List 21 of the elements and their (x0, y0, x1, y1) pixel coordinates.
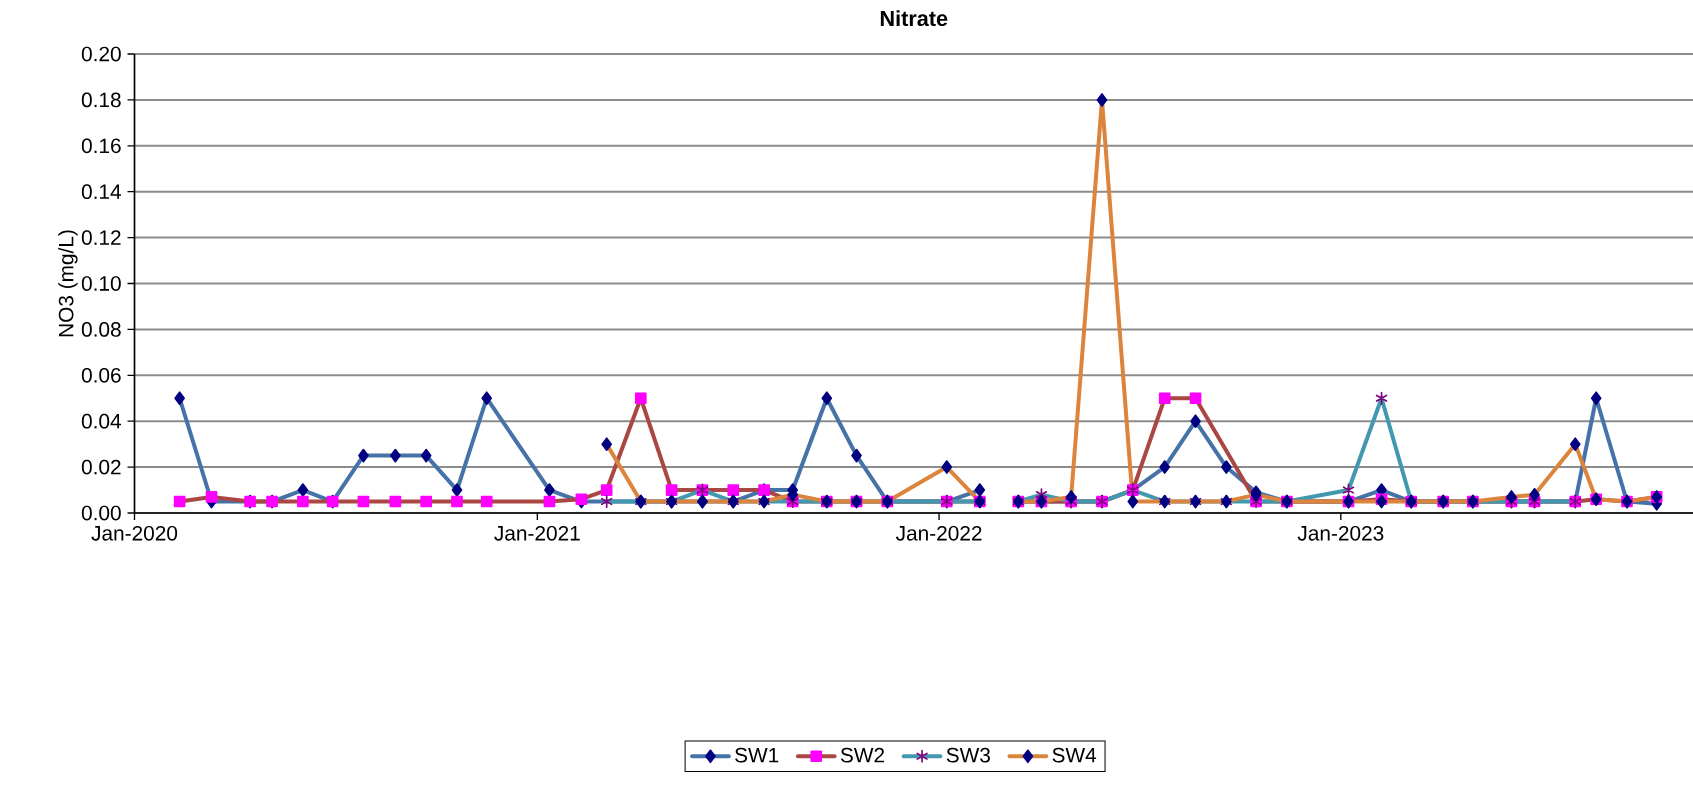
y-tick-label: 0.18 (81, 92, 121, 108)
x-tick-label: Jan-2022 (895, 525, 982, 541)
y-tick-label: 0.04 (81, 413, 121, 429)
legend-label: SW3 (946, 747, 990, 763)
y-tick-label: 0.12 (81, 230, 121, 245)
legend-label: SW2 (840, 747, 885, 763)
y-tick-label: 0.08 (81, 322, 121, 337)
x-tick-label: Jan-2023 (1297, 525, 1384, 541)
x-tick-label: Jan-2020 (91, 525, 178, 541)
x-tick-label: Jan-2021 (494, 525, 580, 541)
y-axis-title: NO3 (mg/L) (58, 230, 78, 337)
y-tick-label: 0.16 (81, 138, 121, 154)
y-tick-label: 0.02 (81, 459, 121, 475)
legend-label: SW1 (735, 747, 779, 763)
y-tick-label: 0.00 (81, 505, 121, 521)
y-tick-label: 0.06 (81, 367, 121, 383)
legend-label: SW4 (1052, 747, 1097, 763)
chart-title: Nitrate (880, 10, 948, 27)
y-tick-label: 0.10 (81, 276, 121, 291)
y-tick-label: 0.20 (81, 46, 121, 62)
y-tick-label: 0.14 (81, 184, 121, 200)
